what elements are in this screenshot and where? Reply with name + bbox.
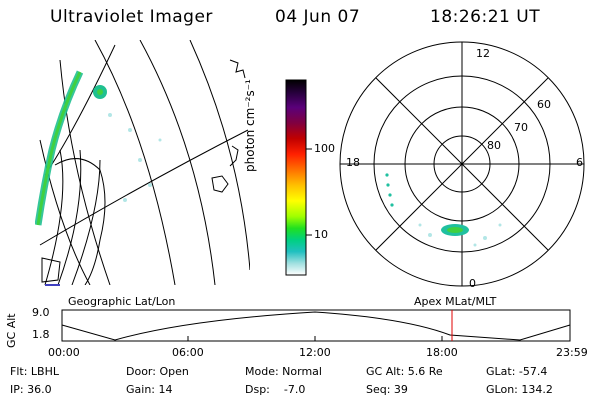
mlt-0-label: 0 — [469, 277, 476, 290]
x-tick-1200: 12:00 — [299, 346, 331, 359]
filter-info: Flt: LBHL — [10, 365, 59, 378]
glon-info: GLon: 134.2 — [486, 383, 553, 396]
y-tick-9: 9.0 — [32, 306, 50, 319]
mlt-18-label: 18 — [346, 156, 360, 169]
lat-80-label: 80 — [487, 139, 501, 152]
timeline-right-label: Apex MLat/MLT — [414, 295, 497, 308]
mlt-6-label: 6 — [576, 156, 583, 169]
x-tick-0600: 06:00 — [172, 346, 204, 359]
glat-info: GLat: -57.4 — [486, 365, 548, 378]
mlt-12-label: 12 — [476, 47, 490, 60]
x-tick-0000: 00:00 — [48, 346, 80, 359]
instrument-title: Ultraviolet Imager — [50, 7, 213, 27]
x-tick-2359: 23:59 — [556, 346, 588, 359]
colorbar-tick-100: 100 — [314, 142, 335, 155]
gc-alt-axis-title: GC Alt — [5, 313, 18, 348]
lat-60-label: 60 — [537, 98, 551, 111]
dsp-info: Dsp: -7.0 — [245, 383, 306, 396]
x-tick-1800: 18:00 — [426, 346, 458, 359]
polar-aurora — [385, 173, 502, 247]
gain-info: Gain: 14 — [126, 383, 173, 396]
date-label: 04 Jun 07 — [275, 7, 361, 27]
lat-70-label: 70 — [514, 121, 528, 134]
gc-alt-info: GC Alt: 5.6 Re — [366, 365, 443, 378]
colorbar-tick-10: 10 — [314, 228, 328, 241]
polar-plot — [339, 41, 585, 287]
timeline-left-label: Geographic Lat/Lon — [68, 295, 176, 308]
colorbar-unit-label: photon cm⁻²s⁻¹ — [243, 79, 257, 172]
timeline-plot — [61, 309, 571, 342]
door-info: Door: Open — [126, 365, 189, 378]
seq-info: Seq: 39 — [366, 383, 408, 396]
y-tick-1-8: 1.8 — [32, 328, 50, 341]
colorbar — [285, 79, 307, 276]
mode-info: Mode: Normal — [245, 365, 322, 378]
geographic-map — [35, 40, 250, 285]
time-label: 18:26:21 UT — [430, 7, 541, 27]
ip-info: IP: 36.0 — [10, 383, 52, 396]
